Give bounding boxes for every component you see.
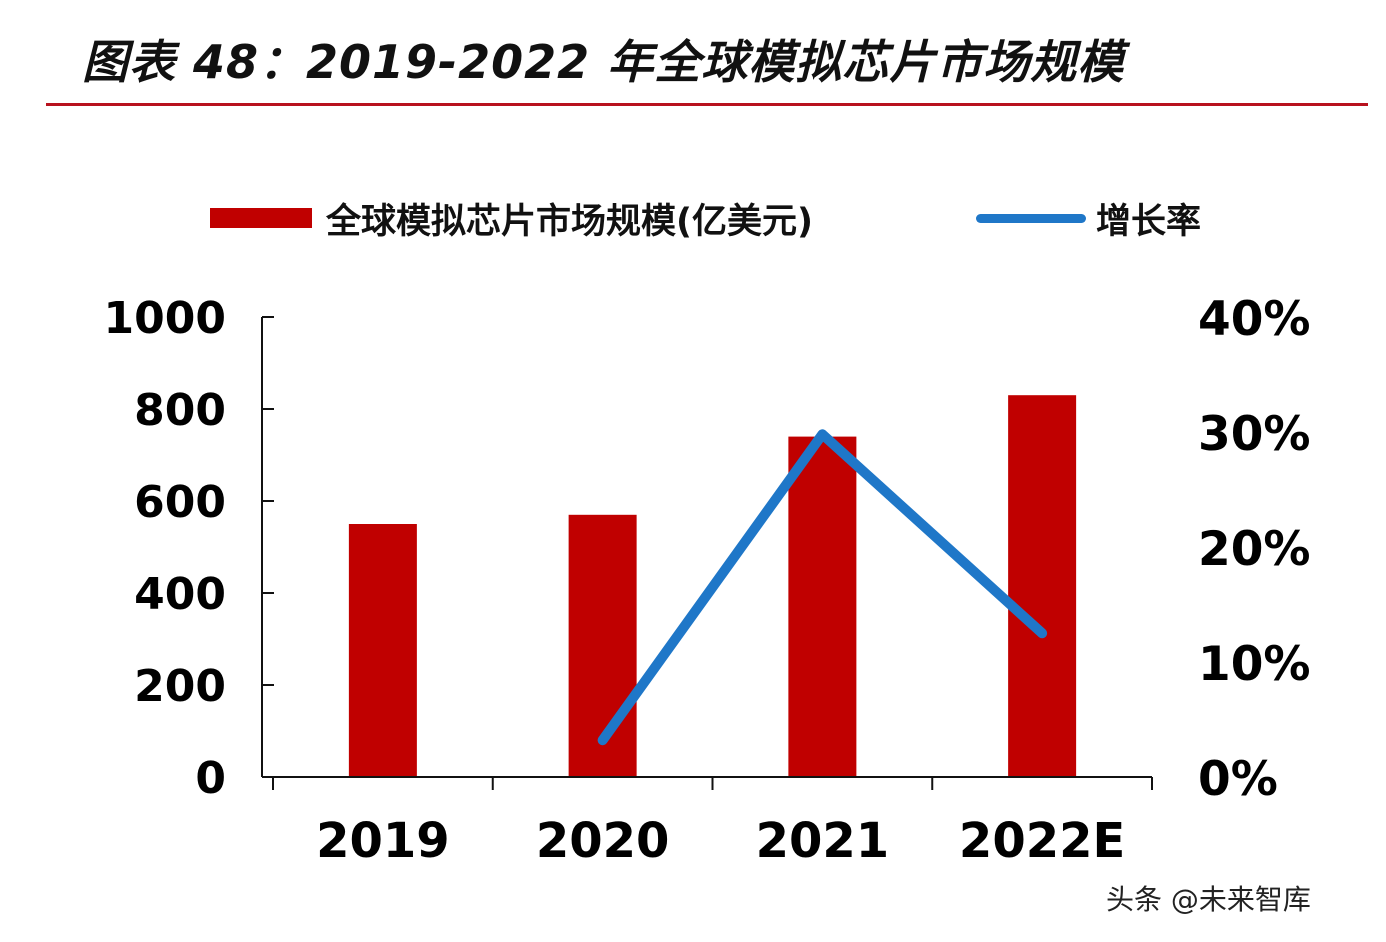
x-tick-label: 2022E — [959, 813, 1125, 869]
bar-2021 — [788, 436, 857, 777]
legend-line-swatch — [976, 213, 1086, 223]
bar-2019 — [348, 524, 417, 777]
left-tick-label: 600 — [134, 477, 226, 528]
growth-line-group — [597, 429, 1048, 746]
tick-labels-group: 0 200 400 600 800 1000 2019 2020 2021 2022E 0% 10% 2… — [104, 292, 1311, 869]
watermark: 头条 @未来智库 — [1106, 883, 1311, 916]
right-tick-label: 20% — [1198, 522, 1311, 577]
bar-2022E — [1008, 395, 1077, 777]
bars-group — [348, 395, 1077, 777]
right-tick-label: 10% — [1198, 637, 1311, 692]
axes-group — [261, 316, 1153, 790]
x-tick-label: 2020 — [536, 813, 670, 869]
legend-bar-swatch — [210, 208, 312, 228]
right-tick-label: 40% — [1198, 292, 1311, 347]
left-tick-label: 200 — [134, 661, 226, 712]
legend-label-market-size: 全球模拟芯片市场规模(亿美元) — [326, 201, 813, 242]
title-underline — [46, 103, 1368, 106]
left-tick-label: 0 — [195, 753, 226, 804]
right-tick-label: 30% — [1198, 407, 1311, 462]
left-tick-label: 800 — [134, 385, 226, 436]
right-tick-label: 0% — [1198, 752, 1278, 807]
legend-item-market-size: 全球模拟芯片市场规模(亿美元) — [210, 190, 813, 246]
x-tick-label: 2021 — [756, 813, 890, 869]
left-tick-label: 400 — [134, 569, 226, 620]
legend-item-growth-rate: 增长率 — [976, 190, 1201, 246]
x-tick-label: 2019 — [316, 813, 450, 869]
legend-label-growth-rate: 增长率 — [1096, 201, 1202, 242]
left-tick-label: 1000 — [104, 293, 226, 344]
chart-title: 图表 48：2019-2022 年全球模拟芯片市场规模 — [82, 35, 1125, 89]
